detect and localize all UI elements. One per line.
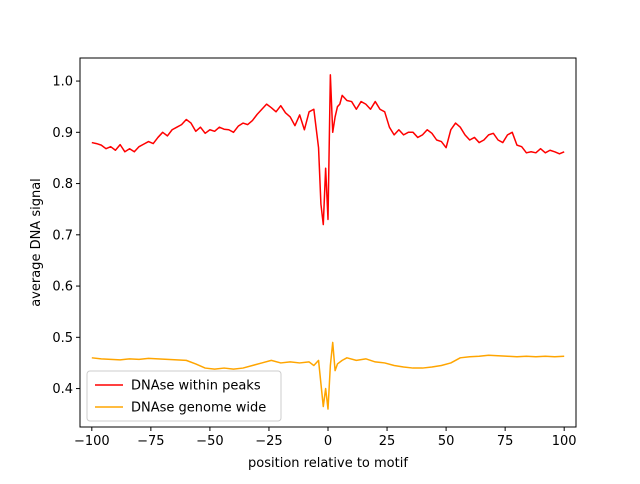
series-line-1 [91, 74, 565, 226]
x-axis-ticks: −100 −75 −50 −25 0 25 50 75 100 [74, 427, 577, 449]
x-tick-label: −25 [255, 434, 282, 449]
legend: DNAse within peaks DNAse genome wide [86, 370, 282, 422]
y-axis-label: average DNA signal [29, 178, 44, 307]
y-tick-label: 0.7 [52, 228, 73, 243]
y-tick-label: 0.8 [52, 177, 73, 192]
series-line-2 [91, 341, 565, 410]
x-tick-label: 75 [497, 434, 514, 449]
x-tick-label: 0 [324, 434, 332, 449]
series-layer [91, 74, 565, 410]
legend-box [86, 370, 282, 422]
x-tick-label: −100 [74, 434, 110, 449]
y-tick-label: 1.0 [52, 75, 73, 90]
legend-label-2: DNAse genome wide [131, 401, 266, 416]
y-axis-ticks: 0.4 0.5 0.6 0.7 0.8 0.9 1.0 [52, 75, 80, 397]
x-axis-label: position relative to motif [248, 456, 408, 471]
legend-label-1: DNAse within peaks [131, 379, 261, 394]
y-tick-label: 0.5 [52, 331, 73, 346]
x-tick-label: 100 [552, 434, 577, 449]
x-tick-label: 25 [379, 434, 396, 449]
y-tick-label: 0.6 [52, 280, 73, 295]
y-tick-label: 0.9 [52, 126, 73, 141]
x-tick-label: −50 [196, 434, 223, 449]
x-tick-label: 50 [438, 434, 455, 449]
y-tick-label: 0.4 [52, 382, 73, 397]
x-tick-label: −75 [137, 434, 164, 449]
